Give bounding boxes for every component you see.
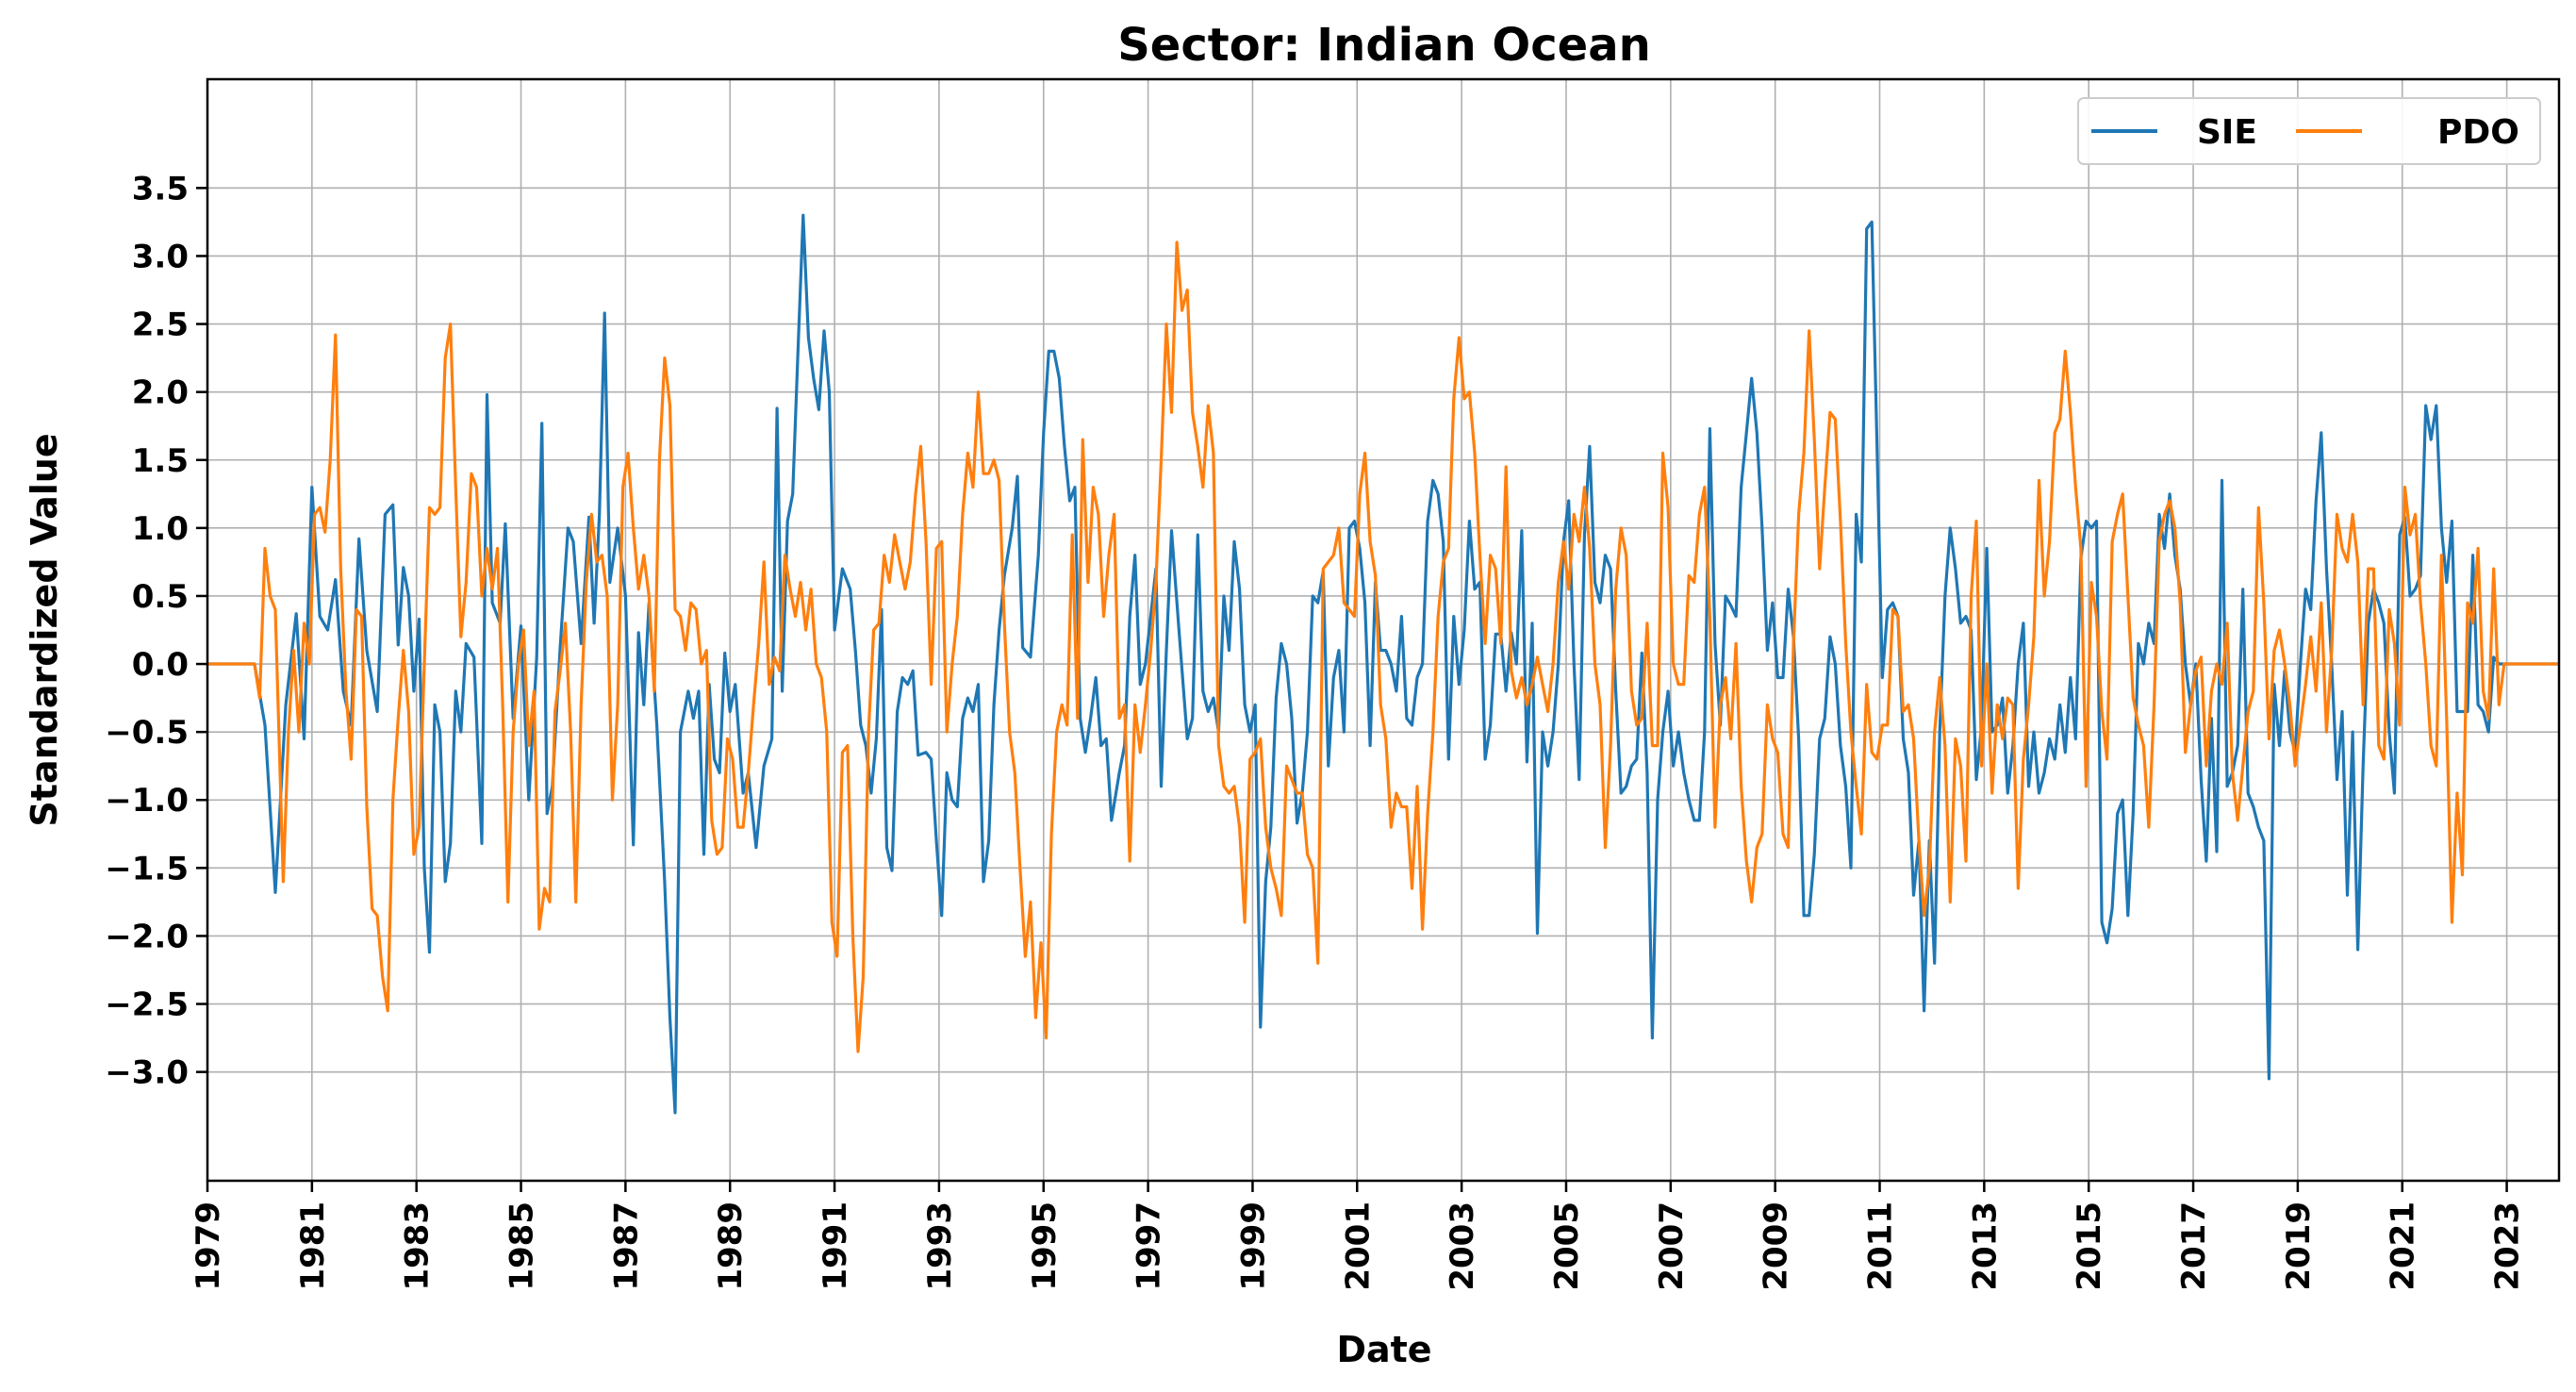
x-tick-label: 2013 [1966, 1201, 2004, 1291]
x-tick-label: 1987 [607, 1201, 645, 1291]
legend-label-pdo: PDO [2437, 113, 2519, 152]
x-tick-label: 2001 [1339, 1201, 1377, 1291]
y-tick-label: −1.0 [105, 782, 189, 820]
y-tick-label: 3.5 [132, 170, 189, 207]
x-tick-label: 1979 [190, 1201, 227, 1291]
y-tick-labels: 3.5 3.0 2.5 2.0 1.5 1.0 0.5 0.0 −0.5 −1.0 −1.5 −2.0… [105, 170, 207, 1092]
x-tick-label: 2007 [1653, 1201, 1691, 1291]
x-tick-label: 1985 [504, 1201, 541, 1291]
chart-title: Sector: Indian Ocean [1117, 19, 1651, 72]
y-tick-label: 0.5 [132, 578, 189, 616]
y-tick-label: 1.0 [132, 510, 189, 548]
x-tick-label: 1993 [921, 1201, 959, 1291]
x-tick-label: 2011 [1862, 1201, 1900, 1291]
series-layer [207, 213, 2559, 1115]
x-tick-label: 1989 [712, 1201, 750, 1291]
x-tick-label: 2017 [2175, 1201, 2213, 1291]
y-axis-label: Standardized Value [24, 433, 65, 826]
x-tick-labels: 1979 1981 1983 1985 1987 1989 1991 1993 1995 1997… [190, 1181, 2527, 1291]
y-tick-label: −3.0 [105, 1054, 189, 1092]
y-tick-label: 0.0 [132, 646, 189, 684]
y-tick-label: 1.5 [132, 442, 189, 480]
x-tick-label: 1983 [399, 1201, 437, 1291]
x-tick-label: 2015 [2071, 1201, 2108, 1291]
y-tick-label: 3.0 [132, 238, 189, 275]
x-tick-label: 2005 [1548, 1201, 1586, 1291]
x-tick-label: 2023 [2489, 1201, 2527, 1291]
x-tick-label: 1995 [1026, 1201, 1064, 1291]
y-tick-label: 2.0 [132, 374, 189, 412]
series-line-pdo [207, 240, 2559, 1053]
x-tick-label: 2019 [2280, 1201, 2318, 1291]
x-tick-label: 1981 [294, 1201, 332, 1291]
legend: SIE PDO [2077, 97, 2541, 165]
x-axis-label: Date [1336, 1329, 1431, 1370]
y-tick-label: −2.0 [105, 918, 189, 955]
y-tick-label: −2.5 [105, 986, 189, 1024]
plot-frame [206, 77, 2561, 1183]
x-tick-label: 1997 [1131, 1201, 1168, 1291]
y-tick-label: −1.5 [105, 850, 189, 887]
legend-label-sie: SIE [2197, 113, 2257, 152]
y-tick-label: 2.5 [132, 307, 189, 344]
y-tick-label: −0.5 [105, 714, 189, 752]
x-tick-label: 2021 [2385, 1201, 2422, 1291]
x-tick-label: 1999 [1234, 1201, 1272, 1291]
x-tick-label: 2009 [1758, 1201, 1795, 1291]
x-tick-label: 2003 [1444, 1201, 1481, 1291]
x-tick-label: 1991 [817, 1201, 854, 1291]
series-line-sie [207, 213, 2559, 1115]
